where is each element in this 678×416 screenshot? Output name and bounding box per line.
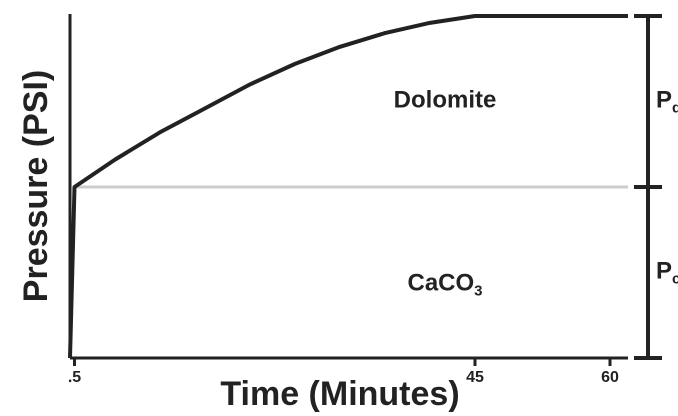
y-axis-label: Pressure (PSI): [17, 70, 55, 302]
region-text: Dolomite: [394, 87, 497, 114]
region-label: Dolomite: [394, 87, 497, 114]
bracket-text: P: [656, 87, 672, 114]
bracket-label: Pd: [656, 87, 678, 117]
bracket-label: Pc: [656, 258, 678, 288]
x-tick-label: .5: [68, 369, 81, 386]
region-subscript: 3: [474, 282, 482, 299]
bracket-subscript: c: [672, 270, 678, 287]
x-axis-label: Time (Minutes): [220, 375, 459, 413]
region-text: CaCO: [407, 270, 474, 297]
pressure-line: [68, 14, 628, 359]
bracket-text: P: [656, 258, 672, 285]
bracket-subscript: d: [672, 99, 678, 116]
x-tick-label: 60: [601, 369, 619, 386]
x-tick-label: 45: [466, 369, 484, 386]
region-label: CaCO3: [407, 270, 482, 300]
